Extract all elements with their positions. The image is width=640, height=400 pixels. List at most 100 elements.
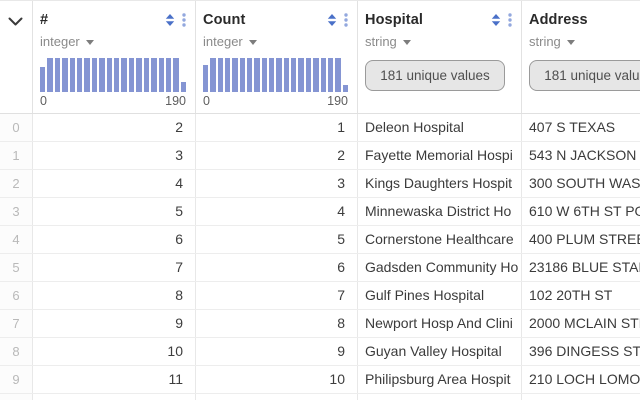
- cell-address: 400 PLUM STREET: [529, 231, 640, 247]
- cell-hash: 7: [33, 254, 196, 281]
- cell-count: 6: [196, 254, 358, 281]
- table-row: 9 11 10 Philipsburg Area Hospit 210 LOCH…: [0, 366, 640, 394]
- histogram-min-label: 0: [203, 94, 210, 108]
- column-name: Address: [529, 12, 588, 28]
- cell-hospital: Fayette Memorial Hospi: [358, 142, 522, 169]
- column-header-address: Address string 181 unique values: [522, 1, 640, 113]
- column-type-label: string: [529, 33, 561, 49]
- column-name: Count: [203, 12, 246, 28]
- column-header-hash: # integer 0 190: [33, 1, 196, 113]
- column-type-dropdown[interactable]: string: [529, 33, 640, 49]
- table-row: 8 10 9 Guyan Valley Hospital 396 DINGESS…: [0, 338, 640, 366]
- table-row: 5 7 6 Gadsden Community Ho 23186 BLUE ST…: [0, 254, 640, 282]
- sort-icon[interactable]: [491, 14, 501, 26]
- cell-address: 396 DINGESS ST: [529, 343, 640, 359]
- cell-count: 2: [196, 142, 358, 169]
- caret-down-icon: [85, 39, 94, 45]
- caret-down-icon: [402, 39, 411, 45]
- cell-hospital: Guyan Valley Hospital: [358, 338, 522, 365]
- table-row: 0 2 1 Deleon Hospital 407 S TEXAS: [0, 114, 640, 142]
- cell-hospital: Gulf Pines Hospital: [358, 282, 522, 309]
- row-index: 0: [0, 114, 33, 141]
- cell-hospital: Newport Hosp And Clini: [358, 310, 522, 337]
- histogram-max-label: 190: [165, 94, 186, 108]
- collapse-table-icon[interactable]: [8, 13, 23, 113]
- column-menu-icon[interactable]: [508, 13, 512, 27]
- column-histogram: [203, 58, 348, 92]
- column-menu-icon[interactable]: [344, 13, 348, 27]
- column-type-dropdown[interactable]: integer: [203, 33, 348, 49]
- cell-hospital: Kings Daughters Hospit: [358, 170, 522, 197]
- row-index: 4: [0, 226, 33, 253]
- cell-hash: 5: [33, 198, 196, 225]
- cell-hash: 2: [33, 114, 196, 141]
- row-index: 3: [0, 198, 33, 225]
- table-row: 1 3 2 Fayette Memorial Hospi 543 N JACKS…: [0, 142, 640, 170]
- cell-count: 9: [196, 338, 358, 365]
- cell-hash: 11: [33, 366, 196, 393]
- histogram-max-label: 190: [327, 94, 348, 108]
- row-index: 6: [0, 282, 33, 309]
- cell-count: 7: [196, 282, 358, 309]
- cell-address: 300 SOUTH WASH: [529, 175, 640, 191]
- column-type-dropdown[interactable]: integer: [40, 33, 186, 49]
- cell-address: 407 S TEXAS: [529, 119, 616, 135]
- row-index: 9: [0, 366, 33, 393]
- cell-count: 10: [196, 366, 358, 393]
- cell-count: 8: [196, 310, 358, 337]
- cell-address: 543 N JACKSON: [529, 147, 637, 163]
- table-row: 3 5 4 Minnewaska District Ho 610 W 6TH S…: [0, 198, 640, 226]
- column-header-count: Count integer 0 190: [196, 1, 358, 113]
- row-index: 1: [0, 142, 33, 169]
- cell-count: 3: [196, 170, 358, 197]
- unique-values-badge: 181 unique values: [365, 60, 505, 91]
- cell-address: 102 20TH ST: [529, 287, 613, 303]
- cell-count: 1: [196, 114, 358, 141]
- table-header: # integer 0 190: [0, 1, 640, 114]
- cell-count: 4: [196, 198, 358, 225]
- column-header-hospital: Hospital string 181 unique values: [358, 1, 522, 113]
- cell-address: 610 W 6TH ST PO: [529, 203, 640, 219]
- caret-down-icon: [248, 39, 257, 45]
- sort-icon[interactable]: [327, 14, 337, 26]
- table-row: 4 6 5 Cornerstone Healthcare 400 PLUM ST…: [0, 226, 640, 254]
- column-menu-icon[interactable]: [182, 13, 186, 27]
- cell-hospital: Gadsden Community Ho: [358, 254, 522, 281]
- row-index: 5: [0, 254, 33, 281]
- row-index: 7: [0, 310, 33, 337]
- index-column-header: [0, 1, 33, 113]
- cell-hash: 4: [33, 170, 196, 197]
- cell-address: 210 LOCH LOMO: [529, 371, 640, 387]
- cell-hospital: Deleon Hospital: [358, 114, 522, 141]
- cell-count: 5: [196, 226, 358, 253]
- row-index: 8: [0, 338, 33, 365]
- cell-hash: 10: [33, 338, 196, 365]
- column-type-label: string: [365, 33, 397, 49]
- cell-hash: 8: [33, 282, 196, 309]
- cell-address: 2000 MCLAIN STR: [529, 315, 640, 331]
- sort-icon[interactable]: [165, 14, 175, 26]
- column-name: Hospital: [365, 12, 423, 28]
- unique-values-badge: 181 unique values: [529, 60, 640, 91]
- table-row: 7 9 8 Newport Hosp And Clini 2000 MCLAIN…: [0, 310, 640, 338]
- column-type-label: integer: [40, 33, 80, 49]
- column-name: #: [40, 12, 49, 28]
- caret-down-icon: [566, 39, 575, 45]
- column-histogram: [40, 58, 187, 92]
- cell-hospital: Philipsburg Area Hospit: [358, 366, 522, 393]
- table-row: 2 4 3 Kings Daughters Hospit 300 SOUTH W…: [0, 170, 640, 198]
- cell-hash: 6: [33, 226, 196, 253]
- column-type-dropdown[interactable]: string: [365, 33, 512, 49]
- cell-hash: 9: [33, 310, 196, 337]
- table-body: 0 2 1 Deleon Hospital 407 S TEXAS 1 3 2 …: [0, 114, 640, 400]
- column-type-label: integer: [203, 33, 243, 49]
- cell-hash: 3: [33, 142, 196, 169]
- histogram-min-label: 0: [40, 94, 47, 108]
- table-row-partial: [0, 394, 640, 400]
- row-index: 2: [0, 170, 33, 197]
- table-row: 6 8 7 Gulf Pines Hospital 102 20TH ST: [0, 282, 640, 310]
- cell-address: 23186 BLUE STAR: [529, 259, 640, 275]
- cell-hospital: Minnewaska District Ho: [358, 198, 522, 225]
- cell-hospital: Cornerstone Healthcare: [358, 226, 522, 253]
